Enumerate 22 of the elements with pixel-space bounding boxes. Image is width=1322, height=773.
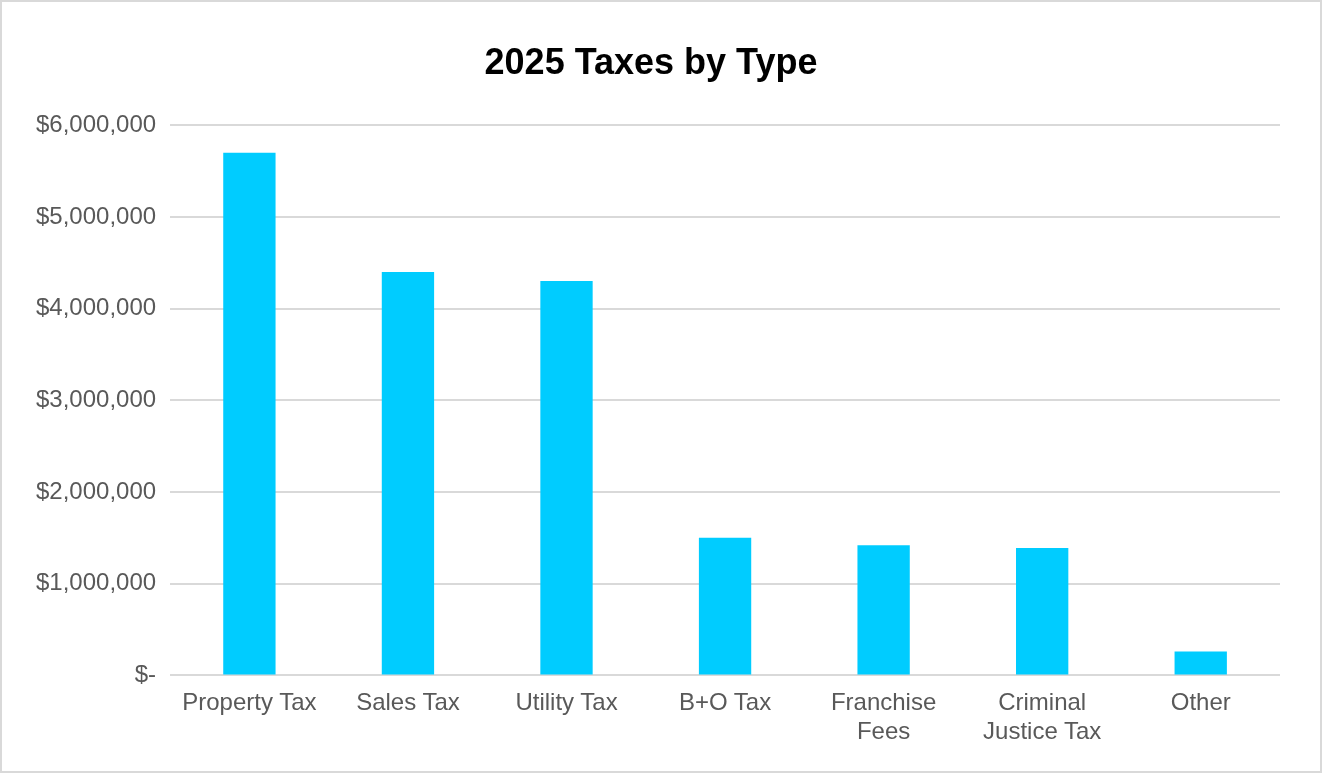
y-tick-label: $3,000,000 (35, 384, 157, 412)
bar (1174, 651, 1227, 675)
bar (698, 537, 752, 675)
bar (1016, 547, 1069, 675)
bar (223, 152, 276, 675)
bar (540, 281, 593, 675)
bar (381, 271, 435, 675)
x-tick-label: Criminal Justice Tax (983, 688, 1102, 745)
x-tick-label: Property Tax (182, 688, 317, 716)
y-tick-label: $2,000,000 (35, 476, 157, 504)
x-tick-label: Utility Tax (515, 688, 618, 716)
bar (857, 545, 910, 675)
x-tick-label: Other (1170, 688, 1231, 716)
x-tick-label: Franchise Fees (830, 688, 937, 745)
y-tick-label: $- (134, 660, 157, 688)
y-tick-label: $4,000,000 (35, 293, 157, 321)
y-tick-label: $6,000,000 (35, 109, 157, 137)
chart-title: 2025 Taxes by Type (484, 40, 818, 82)
x-tick-label: B+O Tax (678, 688, 772, 716)
x-tick-label: Sales Tax (356, 688, 460, 716)
y-tick-label: $1,000,000 (35, 568, 157, 596)
y-tick-label: $5,000,000 (35, 201, 157, 229)
